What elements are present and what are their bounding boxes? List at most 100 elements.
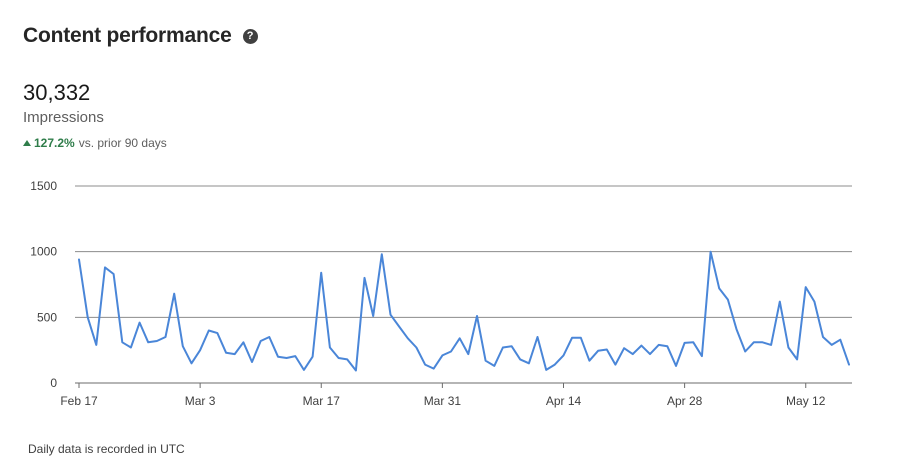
data-point [700, 354, 704, 358]
data-point [215, 331, 219, 335]
data-point [224, 351, 228, 355]
data-point [155, 339, 159, 343]
data-point [743, 350, 747, 354]
data-point [830, 343, 834, 347]
data-point [449, 350, 453, 354]
data-point [397, 325, 401, 329]
data-point [146, 340, 150, 344]
data-point [389, 313, 393, 317]
data-point [683, 341, 687, 345]
data-point [138, 321, 142, 325]
data-point [458, 336, 462, 340]
data-point [631, 352, 635, 356]
x-tick-label: Apr 14 [546, 394, 582, 408]
data-point [769, 343, 773, 347]
data-point [501, 346, 505, 350]
data-point [709, 250, 713, 254]
footnote: Daily data is recorded in UTC [28, 442, 185, 456]
data-point [544, 368, 548, 372]
impressions-value: 30,332 [23, 80, 91, 105]
impressions-label: Impressions [23, 109, 104, 126]
data-point [804, 285, 808, 289]
data-point [380, 252, 384, 256]
data-point [562, 353, 566, 357]
card-header: Content performance ? [23, 24, 258, 48]
data-point [198, 348, 202, 352]
x-tick-label: Apr 28 [667, 394, 703, 408]
data-point [536, 335, 540, 339]
card-title: Content performance [23, 24, 232, 47]
data-point [103, 265, 107, 269]
data-point [207, 329, 211, 333]
data-point [250, 360, 254, 364]
data-point [596, 349, 600, 353]
data-point [492, 364, 496, 368]
data-point [432, 367, 436, 371]
change-percentage: 127.2% [34, 136, 75, 150]
data-point [587, 359, 591, 363]
data-point [94, 343, 98, 347]
x-tick-label: May 12 [786, 394, 826, 408]
x-tick-label: Mar 31 [424, 394, 462, 408]
data-point [570, 336, 574, 340]
data-point [665, 344, 669, 348]
data-point [674, 364, 678, 368]
data-point [190, 361, 194, 365]
data-point [475, 314, 479, 318]
data-point [657, 343, 661, 347]
data-point [838, 338, 842, 342]
data-point [726, 298, 730, 302]
data-point [319, 271, 323, 275]
impressions-line-chart[interactable]: 0 500 1000 1500 Feb 17 Mar 3 Mar 17 Mar 31 Apr 1… [0, 170, 898, 420]
data-point [259, 339, 263, 343]
data-point [112, 272, 116, 276]
data-point [302, 368, 306, 372]
data-point [605, 348, 609, 352]
data-point [440, 353, 444, 357]
data-point [717, 286, 721, 290]
data-point [778, 300, 782, 304]
y-tick-label: 500 [37, 310, 57, 324]
change-indicator: 127.2% vs. prior 90 days [23, 136, 167, 150]
data-point [354, 369, 358, 373]
data-point [812, 300, 816, 304]
data-point [363, 276, 367, 280]
change-comparison-text: vs. prior 90 days [78, 136, 167, 150]
data-point [267, 335, 271, 339]
data-point [786, 346, 790, 350]
data-point [371, 314, 375, 318]
data-point [484, 359, 488, 363]
data-point [648, 352, 652, 356]
data-point [639, 344, 643, 348]
data-point [311, 355, 315, 359]
data-point [120, 340, 124, 344]
impressions-series-line [78, 250, 850, 372]
data-point [172, 292, 176, 296]
data-point [328, 346, 332, 350]
data-point [847, 363, 851, 367]
data-point [241, 340, 245, 344]
data-point [233, 352, 237, 356]
y-tick-label: 1500 [30, 179, 57, 193]
data-point [761, 340, 765, 344]
x-tick-label: Mar 3 [185, 394, 216, 408]
data-point [518, 357, 522, 361]
data-point [414, 346, 418, 350]
data-point [129, 346, 133, 350]
x-tick-label: Feb 17 [60, 394, 98, 408]
data-point [553, 363, 557, 367]
data-point [821, 335, 825, 339]
data-point [752, 340, 756, 344]
data-point [345, 357, 349, 361]
data-point [77, 258, 81, 262]
data-point [795, 357, 799, 361]
y-tick-label: 1000 [30, 245, 57, 259]
help-circle-icon[interactable]: ? [242, 28, 258, 44]
data-point [613, 363, 617, 367]
data-point [527, 361, 531, 365]
data-point [735, 327, 739, 331]
data-point [285, 356, 289, 360]
trend-up-icon [23, 140, 31, 146]
data-point [579, 336, 583, 340]
data-point [86, 315, 90, 319]
